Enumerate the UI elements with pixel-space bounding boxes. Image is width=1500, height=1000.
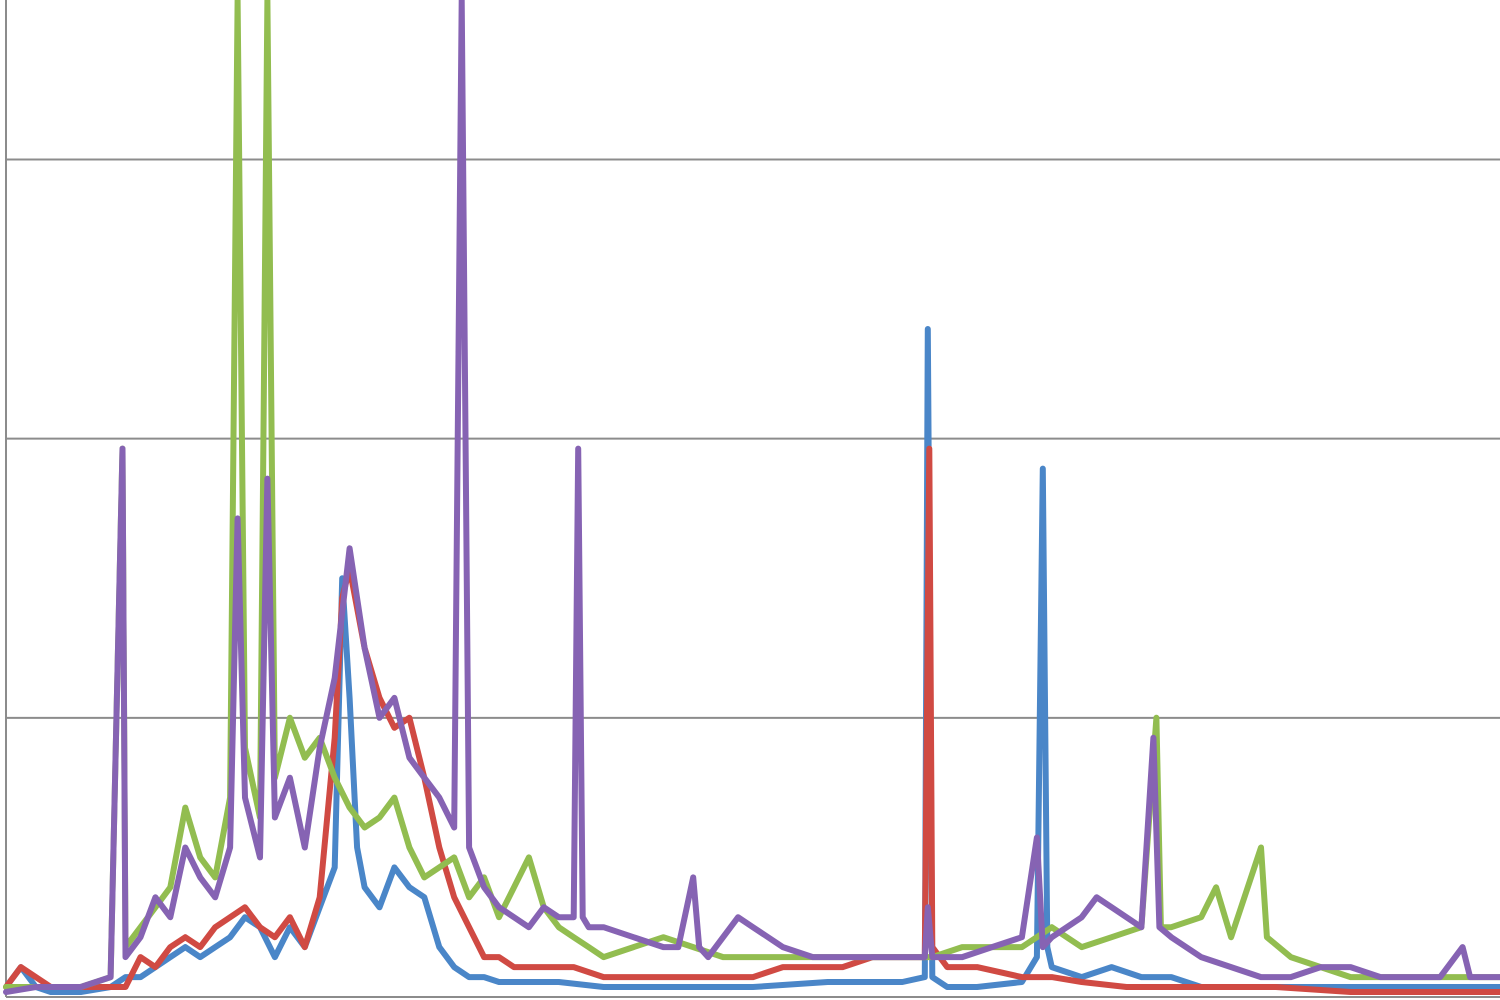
series-line-1 xyxy=(3,326,1500,995)
gridlines xyxy=(6,158,1500,719)
axes xyxy=(5,0,1500,998)
series-line-4 xyxy=(3,0,1500,995)
series-line-2 xyxy=(3,445,1500,995)
series-group xyxy=(3,0,1500,995)
